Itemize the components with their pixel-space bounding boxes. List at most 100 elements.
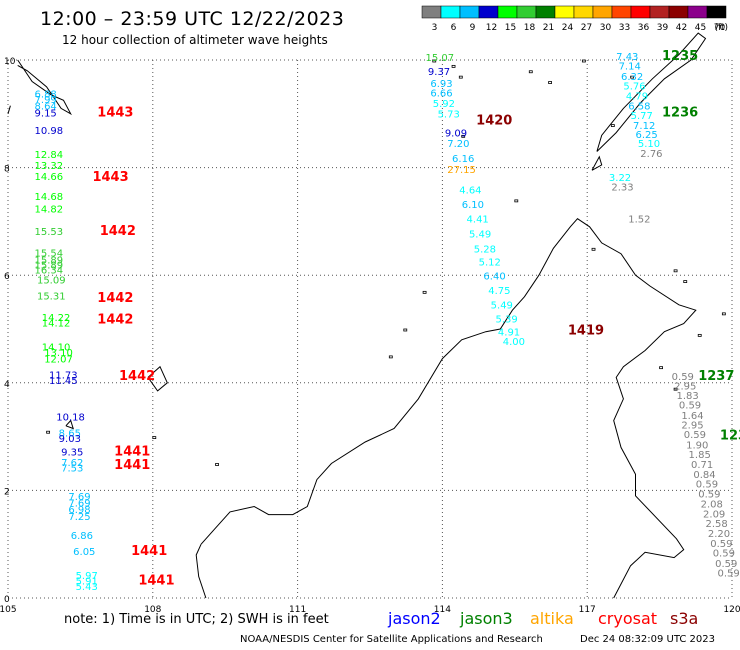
legend-swatch <box>687 5 708 19</box>
legend-swatch <box>535 5 556 19</box>
pass-number-label: 1441 <box>131 544 167 559</box>
swh-value: 6.93 <box>430 79 452 90</box>
swh-value: 2.09 <box>703 509 725 520</box>
coast-borneo <box>200 218 697 599</box>
swh-value: 5.39 <box>495 315 517 326</box>
lat-tick-label: 6 <box>4 272 10 282</box>
coast-vietnam <box>17 59 72 116</box>
swh-value: 4.75 <box>488 286 510 297</box>
satellite-legend-jason2: jason2 <box>388 609 441 628</box>
swh-value: 5.76 <box>623 82 645 93</box>
coast-natuna <box>147 365 168 392</box>
swh-value: 8.64 <box>35 101 57 112</box>
swh-value: 6.40 <box>483 272 505 283</box>
swh-value: 7.99 <box>35 95 57 106</box>
lon-tick-label: 114 <box>434 605 451 615</box>
pass-number-label: 1441 <box>138 574 174 589</box>
reef-island <box>152 436 157 440</box>
reef-island <box>461 134 466 138</box>
swh-value: 4.79 <box>626 91 648 102</box>
swh-value: 6.10 <box>462 200 484 211</box>
pass-number-label: 1236 <box>662 105 698 120</box>
swh-value: 8.65 <box>59 429 81 440</box>
swh-value: 1.90 <box>686 440 708 451</box>
reef-island <box>514 199 519 203</box>
lat-tick-label: 8 <box>4 165 10 175</box>
lat-tick-label: 10 <box>4 57 16 67</box>
pass-number-label: 1441 <box>114 458 150 473</box>
reef-island <box>610 124 615 127</box>
swh-value: 9.37 <box>428 67 450 78</box>
pass-number-label: 1442 <box>119 369 155 384</box>
swh-value: 10.98 <box>35 126 64 137</box>
swh-value: 14.12 <box>42 318 71 329</box>
satellite-legend-s3a: s3a <box>670 609 699 628</box>
satellite-legend-jason3: jason3 <box>460 609 513 628</box>
legend-tick-label: 18 <box>524 23 536 33</box>
reef-island <box>659 366 663 370</box>
swh-value: 7.69 <box>68 499 90 510</box>
legend-swatch <box>611 5 632 19</box>
legend-tick-label: 42 <box>676 23 687 33</box>
swh-value: 6.32 <box>621 72 643 83</box>
swh-value: 27.15 <box>447 165 476 176</box>
swh-value: 0.59 <box>679 401 701 412</box>
swh-value: 7.14 <box>619 62 641 73</box>
reef-island <box>451 64 456 68</box>
swh-value: 14.82 <box>35 204 64 215</box>
swh-value: 4.91 <box>498 327 520 338</box>
reef-island <box>422 290 427 294</box>
swh-value: 0.59 <box>710 539 732 550</box>
reef-island <box>697 333 702 337</box>
legend-tick-label: 21 <box>543 23 554 33</box>
pass-number-label: 1419 <box>568 323 604 338</box>
swh-value: 6.66 <box>430 89 452 100</box>
coast-vietnam-tip <box>7 105 11 114</box>
legend-swatch <box>497 5 518 19</box>
swh-value: 2.58 <box>705 519 727 530</box>
swh-value: 0.59 <box>713 549 735 560</box>
legend-tick-label: 24 <box>562 23 574 33</box>
lat-tick-label: 2 <box>4 487 10 497</box>
reef-island <box>673 269 678 273</box>
swh-value: 2.76 <box>640 149 662 160</box>
swh-value: 7.20 <box>447 139 469 150</box>
legend-swatch <box>649 5 670 19</box>
legend-tick-label: 70 <box>714 23 726 33</box>
legend-swatch <box>573 5 594 19</box>
swh-value: 6.98 <box>68 505 90 516</box>
legend-swatch <box>516 5 537 19</box>
legend-swatch <box>421 5 442 19</box>
swh-value: 14.66 <box>35 172 64 183</box>
swh-value: 15.53 <box>35 227 64 238</box>
footer-timestamp: Dec 24 08:32:09 UTC 2023 <box>580 634 715 645</box>
swh-value: 15.54 <box>35 248 64 259</box>
page-subtitle: 12 hour collection of altimeter wave hei… <box>62 33 328 47</box>
coast-balabac <box>591 155 603 171</box>
reef-island <box>630 75 635 79</box>
swh-value: 5.73 <box>438 110 460 121</box>
legend-swatch <box>459 5 480 19</box>
swh-value: 13.10 <box>44 348 73 359</box>
reef-island <box>458 75 463 79</box>
pass-number-label: 1235 <box>662 49 698 64</box>
legend-swatch <box>478 5 499 19</box>
swh-value: 9.09 <box>445 128 467 139</box>
swh-value: 12.07 <box>44 354 73 365</box>
reef-island <box>403 328 408 332</box>
swh-value: 0.59 <box>684 430 706 441</box>
reef-island <box>432 59 437 63</box>
reef-island <box>215 463 219 466</box>
legend-tick-label: 9 <box>470 23 476 33</box>
coast-borneo-west <box>195 543 207 599</box>
reef-island <box>673 387 678 391</box>
swh-value: 15.89 <box>35 255 64 266</box>
swh-value: 15.07 <box>426 53 455 64</box>
swh-value: 2.33 <box>611 183 633 194</box>
page-title: 12:00 – 23:59 UTC 12/22/2023 <box>40 8 345 30</box>
footer-credit: NOAA/NESDIS Center for Satellite Applica… <box>240 634 543 645</box>
pass-number-label: 1442 <box>97 291 133 306</box>
swh-value: 4.41 <box>467 214 489 225</box>
pass-number-label: 1237 <box>698 369 734 384</box>
